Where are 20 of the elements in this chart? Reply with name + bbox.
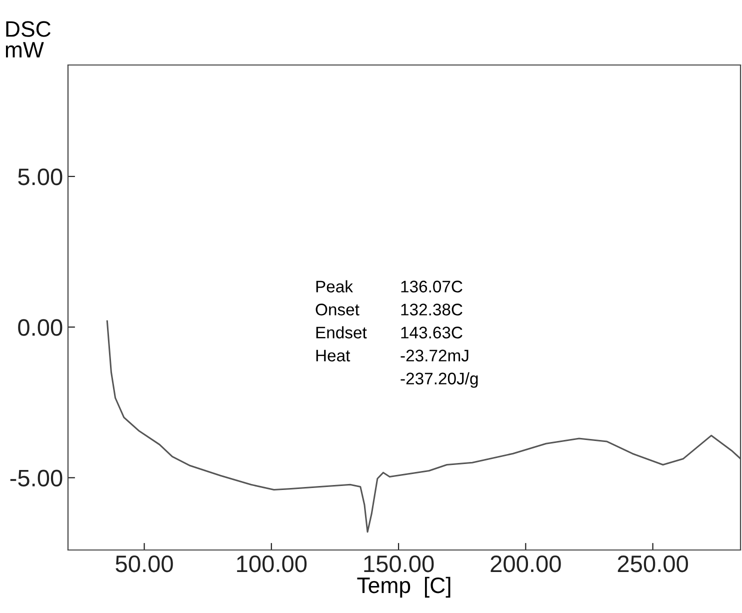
annotation: 132.38C — [401, 304, 462, 316]
x-tick-label: 100.00 — [237, 555, 307, 572]
x-axis-title: Temp [C] — [357, 576, 450, 598]
annotation: Endset — [316, 326, 367, 338]
y-tick-label: -5.00 — [10, 470, 62, 486]
annotation: Heat — [316, 350, 350, 362]
y-axis-title: DSC mW — [6, 21, 51, 58]
y-tick-label: 5.00 — [18, 168, 62, 186]
x-tick-label: 200.00 — [490, 555, 561, 572]
annotation: 143.63C — [401, 326, 462, 338]
y-tick-label: 0.00 — [18, 319, 62, 336]
x-tick-label: 50.00 — [116, 555, 173, 572]
x-tick-label: 150.00 — [364, 555, 434, 572]
annotation: Onset — [316, 304, 360, 316]
annotation: -237.20J/g — [400, 372, 478, 388]
annotation: -23.72mJ — [400, 350, 468, 362]
x-tick-label: 250.00 — [618, 555, 688, 572]
line-series — [106, 320, 741, 533]
annotation: 136.07C — [401, 280, 462, 292]
annotation: Peak — [316, 280, 354, 292]
